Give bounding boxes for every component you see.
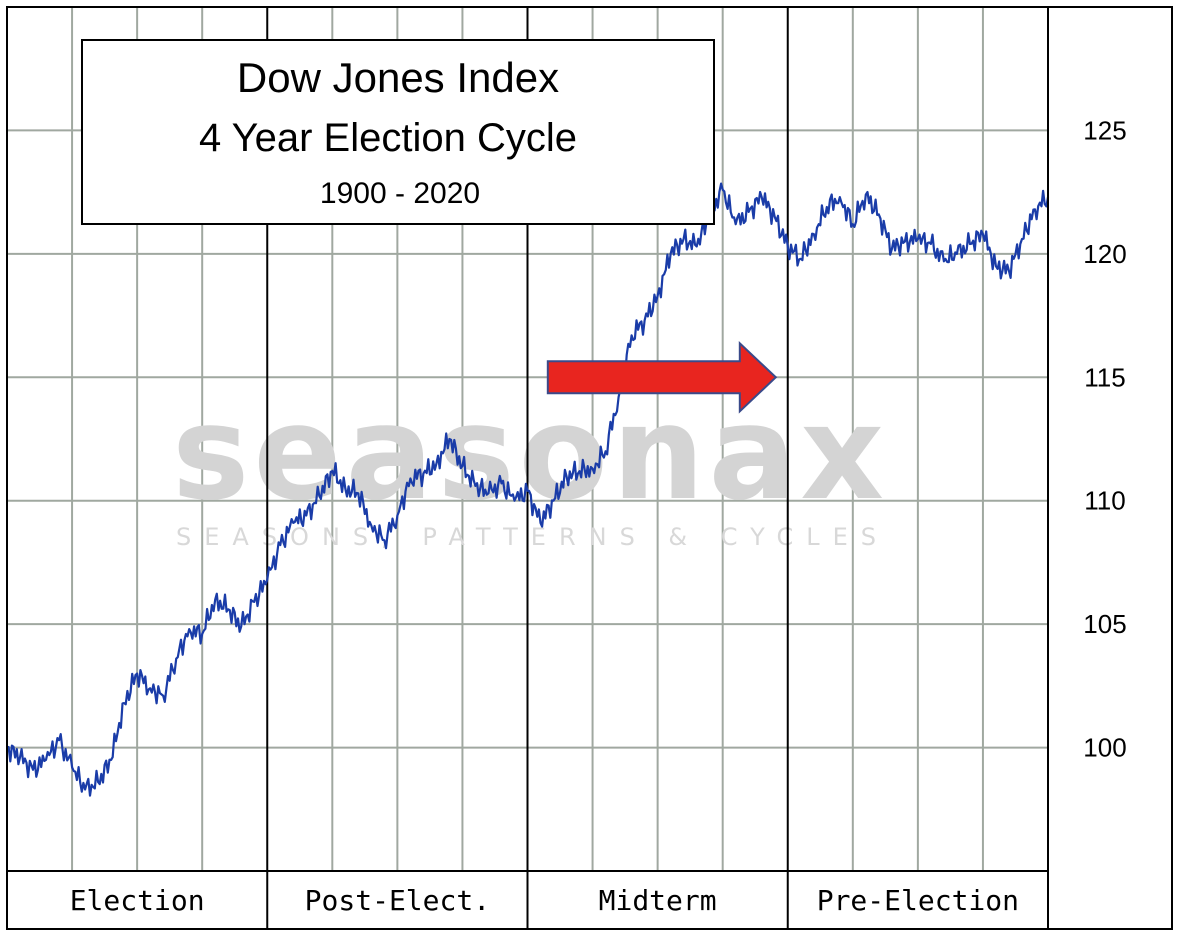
period-label: Election [70,884,205,917]
red-arrow-icon [546,340,778,414]
watermark-logo: seasonax [172,377,888,529]
y-tick-label: 125 [1083,115,1126,145]
series-group [6,182,1050,797]
y-tick-label: 115 [1084,362,1125,392]
y-tick-label: 105 [1083,609,1126,639]
outer-frame [6,6,1173,930]
period-labels: Election Post-Elect. Midterm Pre-Election [70,884,1019,917]
chart-title: Dow Jones Index [237,54,559,101]
y-tick-label: 120 [1083,239,1126,269]
watermark: seasonax SEASONS, PATTERNS & CYCLES [172,377,889,551]
y-axis-ticks: 100 105 110 115 120 125 [1083,115,1126,762]
chart-subtitle: 4 Year Election Cycle [199,116,577,160]
y-tick-label: 100 [1083,733,1126,763]
title-box: Dow Jones Index 4 Year Election Cycle 19… [81,39,715,225]
period-label: Pre-Election [817,884,1019,917]
annotation-arrow [546,340,778,414]
series-line-0 [6,182,1050,797]
chart-date-range: 1900 - 2020 [320,177,480,210]
watermark-tagline: SEASONS, PATTERNS & CYCLES [176,523,889,551]
y-tick-label: 110 [1084,486,1125,516]
title-box-frame [81,39,715,225]
period-label: Midterm [599,884,717,917]
period-label: Post-Elect. [305,884,490,917]
